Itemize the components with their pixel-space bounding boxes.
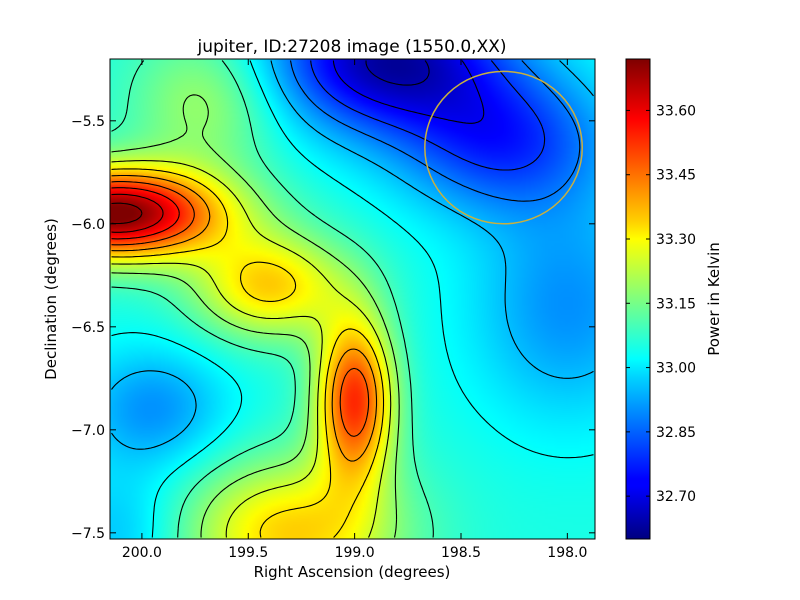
y-tick-label: −5.5 xyxy=(71,114,105,130)
x-axis: 200.0 199.5 199.0 198.5 198.0 xyxy=(122,59,587,561)
colorbar-label: Power in Kelvin xyxy=(705,242,723,356)
y-tick-label: −7.5 xyxy=(71,526,105,542)
contour-lines xyxy=(111,60,594,538)
contour-line xyxy=(310,60,546,171)
colorbar-tick-label: 32.85 xyxy=(656,425,696,441)
contour-line xyxy=(111,160,392,538)
contour-line xyxy=(111,187,180,240)
chart-title: jupiter, ID:27208 image (1550.0,XX) xyxy=(196,37,506,57)
contour-line xyxy=(111,60,594,450)
x-tick-label: 198.0 xyxy=(547,545,587,561)
annotation-layer xyxy=(424,70,583,225)
x-axis-label: Right Ascension (degrees) xyxy=(254,563,451,581)
colorbar-tick-label: 33.60 xyxy=(656,103,696,119)
y-axis: −5.5 −6.0 −6.5 −7.0 −7.5 xyxy=(71,114,595,542)
heatmap-area xyxy=(109,58,596,540)
x-tick-label: 199.0 xyxy=(335,545,375,561)
contour-line xyxy=(111,60,594,538)
colorbar-gradient xyxy=(625,58,651,540)
y-tick-label: −6.0 xyxy=(71,217,105,233)
x-tick-label: 198.5 xyxy=(441,545,481,561)
y-axis-label: Declination (degrees) xyxy=(42,218,60,380)
colorbar-tick-label: 32.70 xyxy=(656,489,696,505)
x-tick-label: 199.5 xyxy=(228,545,268,561)
contour-line xyxy=(111,94,400,538)
colorbar-tick-label: 33.15 xyxy=(656,296,696,312)
colorbar-tick-label: 33.00 xyxy=(656,361,696,377)
contour-line xyxy=(111,168,385,538)
colorbar: 32.70 32.85 33.00 33.15 33.30 33.45 33.60 Powe… xyxy=(625,58,723,540)
y-tick-label: −6.5 xyxy=(71,320,105,336)
heatmap-image xyxy=(110,59,595,539)
x-tick-label: 200.0 xyxy=(122,545,162,561)
beam-circle xyxy=(424,70,583,225)
contour-line xyxy=(111,181,370,437)
colorbar-ticks: 32.70 32.85 33.00 33.15 33.30 33.45 33.60 xyxy=(626,103,696,505)
colorbar-tick-label: 33.45 xyxy=(656,168,696,184)
contour-line xyxy=(111,193,164,233)
contour-line xyxy=(111,202,143,225)
colorbar-tick-label: 33.30 xyxy=(656,232,696,248)
y-tick-label: −7.0 xyxy=(71,423,105,439)
contour-line xyxy=(365,60,430,86)
plot-frame xyxy=(109,58,596,540)
contour-line xyxy=(111,174,378,462)
